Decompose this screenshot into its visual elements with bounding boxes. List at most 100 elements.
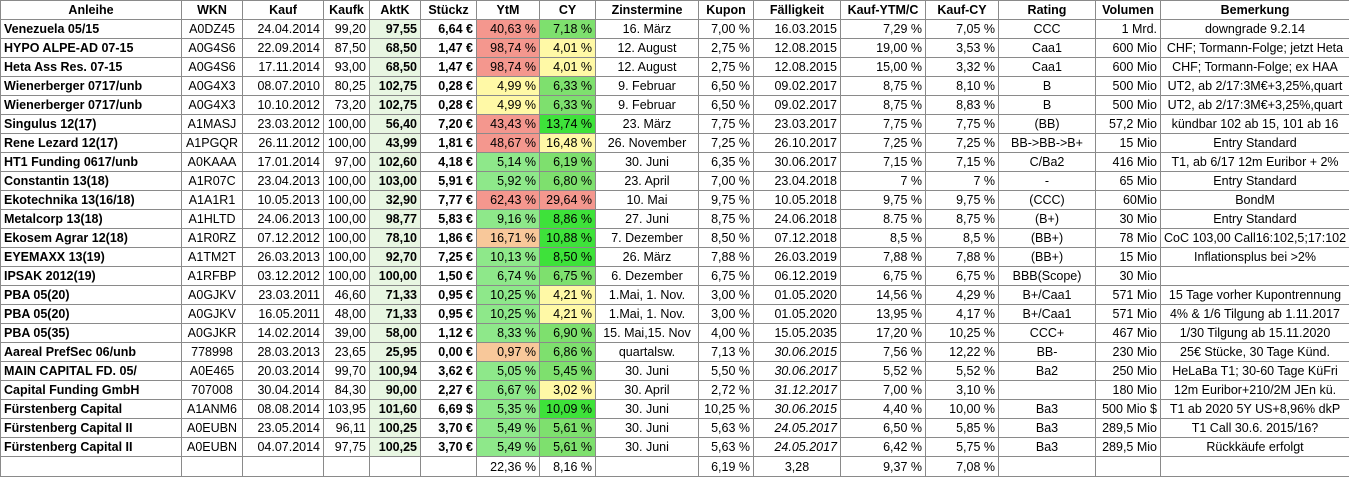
cell-wkn[interactable]: A0G4X3 — [181, 95, 243, 115]
cell-kauf-cy[interactable]: 8,75 % — [925, 209, 999, 229]
cell-kupon[interactable]: 9,75 % — [698, 190, 754, 210]
cell-rating[interactable]: Ba2 — [998, 361, 1096, 381]
cell-anleihe[interactable]: PBA 05(20) — [0, 304, 182, 324]
cell-kaufk[interactable]: 100,00 — [323, 266, 370, 286]
cell-rating[interactable] — [998, 380, 1096, 400]
cell-cy[interactable]: 8,50 % — [539, 247, 596, 267]
cell-wkn[interactable]: A0EUBN — [181, 418, 243, 438]
cell-stueckz[interactable]: 4,18 € — [420, 152, 477, 172]
cell-aktk[interactable]: 100,00 — [369, 266, 421, 286]
cell-anleihe[interactable]: Ekosem Agrar 12(18) — [0, 228, 182, 248]
cell-anleihe[interactable]: HYPO ALPE-AD 07-15 — [0, 38, 182, 58]
cell-zinstermine[interactable]: 6. Dezember — [595, 266, 699, 286]
cell-wkn[interactable]: A0EUBN — [181, 437, 243, 457]
cell-rating[interactable]: (BB) — [998, 114, 1096, 134]
empty-cell[interactable] — [369, 456, 421, 477]
cell-zinstermine[interactable]: 23. März — [595, 114, 699, 134]
cell-zinstermine[interactable]: quartalsw. — [595, 342, 699, 362]
cell-kupon[interactable]: 7,75 % — [698, 114, 754, 134]
cell-aktk[interactable]: 78,10 — [369, 228, 421, 248]
cell-zinstermine[interactable]: 9. Februar — [595, 95, 699, 115]
cell-aktk[interactable]: 68,50 — [369, 38, 421, 58]
cell-kaufk[interactable]: 84,30 — [323, 380, 370, 400]
cell-bemerkung[interactable]: 15 Tage vorher Kupontrennung — [1160, 285, 1349, 305]
cell-kauf[interactable]: 23.04.2013 — [242, 171, 324, 191]
cell-aktk[interactable]: 56,40 — [369, 114, 421, 134]
cell-kauf-cy[interactable]: 12,22 % — [925, 342, 999, 362]
cell-kupon[interactable]: 7,88 % — [698, 247, 754, 267]
cell-volumen[interactable]: 180 Mio — [1095, 380, 1161, 400]
cell-rating[interactable]: B — [998, 95, 1096, 115]
cell-wkn[interactable]: A1PGQR — [181, 133, 243, 153]
cell-anleihe[interactable]: Rene Lezard 12(17) — [0, 133, 182, 153]
cell-kupon[interactable]: 2,75 % — [698, 38, 754, 58]
cell-rating[interactable]: CCC+ — [998, 323, 1096, 343]
cell-wkn[interactable]: A0DZ45 — [181, 19, 243, 39]
cell-wkn[interactable]: A0E465 — [181, 361, 243, 381]
cell-kauf[interactable]: 28.03.2013 — [242, 342, 324, 362]
cell-kaufk[interactable]: 103,95 — [323, 399, 370, 419]
cell-bemerkung[interactable]: downgrade 9.2.14 — [1160, 19, 1349, 39]
cell-kaufk[interactable]: 99,70 — [323, 361, 370, 381]
cell-cy[interactable]: 4,01 % — [539, 38, 596, 58]
cell-faelligkeit[interactable]: 01.05.2020 — [753, 285, 841, 305]
cell-volumen[interactable]: 250 Mio — [1095, 361, 1161, 381]
cell-ytm[interactable]: 5,49 % — [476, 437, 540, 457]
cell-bemerkung[interactable]: BondM — [1160, 190, 1349, 210]
cell-anleihe[interactable]: Fürstenberg Capital — [0, 399, 182, 419]
cell-anleihe[interactable]: EYEMAXX 13(19) — [0, 247, 182, 267]
cell-wkn[interactable]: A0GJKV — [181, 304, 243, 324]
cell-bemerkung[interactable]: T1, ab 6/17 12m Euribor + 2% — [1160, 152, 1349, 172]
cell-faelligkeit[interactable]: 07.12.2018 — [753, 228, 841, 248]
cell-volumen[interactable]: 289,5 Mio — [1095, 418, 1161, 438]
total-cy[interactable]: 8,16 % — [539, 456, 596, 477]
cell-zinstermine[interactable]: 16. März — [595, 19, 699, 39]
column-header[interactable]: Rating — [998, 0, 1096, 20]
cell-kauf-cy[interactable]: 8,83 % — [925, 95, 999, 115]
cell-anleihe[interactable]: HT1 Funding 0617/unb — [0, 152, 182, 172]
cell-rating[interactable]: B — [998, 76, 1096, 96]
cell-kauf-ytm[interactable]: 6,50 % — [840, 418, 926, 438]
column-header[interactable]: Kauf-CY — [925, 0, 999, 20]
cell-bemerkung[interactable]: T1 ab 2020 5Y US+8,96% dkP — [1160, 399, 1349, 419]
cell-wkn[interactable]: A1R0RZ — [181, 228, 243, 248]
cell-anleihe[interactable]: Venezuela 05/15 — [0, 19, 182, 39]
cell-stueckz[interactable]: 7,77 € — [420, 190, 477, 210]
cell-wkn[interactable]: 707008 — [181, 380, 243, 400]
cell-kauf-ytm[interactable]: 7,56 % — [840, 342, 926, 362]
cell-kaufk[interactable]: 23,65 — [323, 342, 370, 362]
cell-faelligkeit[interactable]: 30.06.2015 — [753, 399, 841, 419]
cell-kauf[interactable]: 30.04.2014 — [242, 380, 324, 400]
cell-aktk[interactable]: 101,60 — [369, 399, 421, 419]
cell-bemerkung[interactable]: Entry Standard — [1160, 133, 1349, 153]
cell-kupon[interactable]: 8,75 % — [698, 209, 754, 229]
cell-stueckz[interactable]: 7,20 € — [420, 114, 477, 134]
cell-faelligkeit[interactable]: 06.12.2019 — [753, 266, 841, 286]
cell-anleihe[interactable]: Constantin 13(18) — [0, 171, 182, 191]
total-faellig[interactable]: 3,28 — [753, 456, 841, 477]
cell-ytm[interactable]: 8,33 % — [476, 323, 540, 343]
cell-wkn[interactable]: A1TM2T — [181, 247, 243, 267]
cell-kupon[interactable]: 2,75 % — [698, 57, 754, 77]
cell-faelligkeit[interactable]: 12.08.2015 — [753, 57, 841, 77]
cell-rating[interactable]: Ba3 — [998, 437, 1096, 457]
cell-kauf-cy[interactable]: 4,17 % — [925, 304, 999, 324]
cell-rating[interactable]: - — [998, 171, 1096, 191]
cell-bemerkung[interactable]: UT2, ab 2/17:3M€+3,25%,quart — [1160, 76, 1349, 96]
cell-stueckz[interactable]: 1,12 € — [420, 323, 477, 343]
cell-ytm[interactable]: 6,67 % — [476, 380, 540, 400]
cell-zinstermine[interactable]: 27. Juni — [595, 209, 699, 229]
cell-faelligkeit[interactable]: 30.06.2017 — [753, 152, 841, 172]
cell-kupon[interactable]: 6,50 % — [698, 95, 754, 115]
cell-kauf-ytm[interactable]: 7,75 % — [840, 114, 926, 134]
cell-zinstermine[interactable]: 7. Dezember — [595, 228, 699, 248]
cell-ytm[interactable]: 62,43 % — [476, 190, 540, 210]
cell-faelligkeit[interactable]: 09.02.2017 — [753, 76, 841, 96]
cell-kauf[interactable]: 24.06.2013 — [242, 209, 324, 229]
cell-aktk[interactable]: 100,25 — [369, 418, 421, 438]
cell-kauf-ytm[interactable]: 6,75 % — [840, 266, 926, 286]
cell-zinstermine[interactable]: 30. Juni — [595, 437, 699, 457]
cell-ytm[interactable]: 6,74 % — [476, 266, 540, 286]
cell-aktk[interactable]: 102,75 — [369, 76, 421, 96]
cell-bemerkung[interactable]: CHF; Tormann-Folge; jetzt Heta — [1160, 38, 1349, 58]
